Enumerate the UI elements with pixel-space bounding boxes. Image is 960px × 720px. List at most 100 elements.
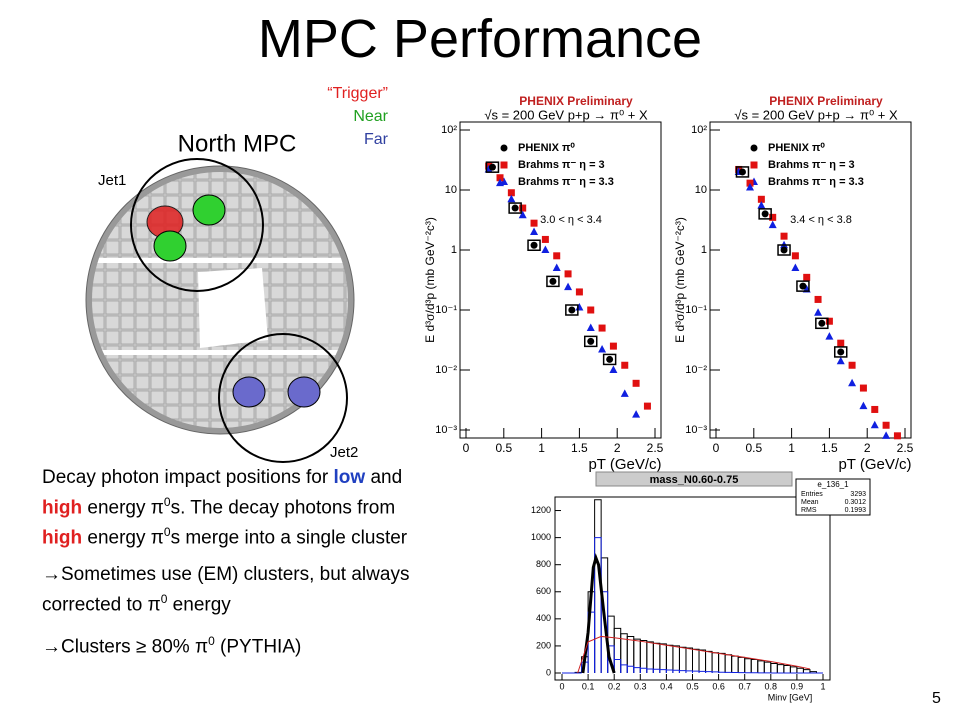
legend-entry: Brahms π⁻ η = 3 (768, 159, 855, 171)
y-tick-label: 1200 (531, 505, 551, 515)
y-tick-label: 200 (536, 640, 551, 650)
legend-entry: Brahms π⁻ η = 3.3 (518, 176, 614, 188)
x-tick-label: 0.7 (738, 681, 751, 691)
point-box (833, 346, 848, 358)
plot-subtitle: √s = 200 GeV p+p → π⁰ + X (734, 107, 898, 122)
point (568, 306, 576, 314)
point (791, 263, 800, 272)
x-tick-label: 0.6 (712, 681, 725, 691)
point (507, 194, 516, 203)
plot-title: mass_N0.60-0.75 (650, 474, 739, 486)
text-run: →Sometimes use (EM) clusters, but always… (42, 563, 410, 615)
point-box (583, 335, 598, 348)
histogram-bin (809, 671, 817, 673)
point (818, 319, 826, 327)
point (780, 246, 788, 254)
point (757, 195, 765, 203)
x-tick-label: 1 (820, 681, 825, 691)
legend-entry: PHENIX π⁰ (768, 142, 825, 154)
detector-label: North MPC (178, 130, 297, 157)
point (496, 174, 504, 182)
legend-label: Far (364, 131, 388, 148)
jet-label: Jet1 (98, 172, 126, 189)
point (825, 332, 834, 340)
x-tick-label: 0.2 (608, 681, 621, 691)
point (564, 282, 573, 291)
plot-header: PHENIX Preliminary (519, 94, 633, 108)
text-body: Decay photon impact positions for low an… (42, 466, 412, 671)
y-tick-label: 1000 (531, 532, 551, 542)
text-run: →Clusters ≥ 80% π (42, 636, 209, 658)
point (606, 355, 614, 363)
fit-curve (577, 635, 811, 674)
x-tick-label: 0.5 (495, 441, 512, 455)
point (632, 379, 640, 387)
point (780, 232, 788, 240)
point (738, 168, 746, 176)
stats-value: 0.3012 (845, 499, 867, 506)
y-tick-label: 10⁻² (435, 364, 457, 376)
legend-entry: PHENIX π⁰ (518, 142, 575, 154)
point (882, 431, 891, 439)
point (598, 344, 607, 353)
y-axis-label: E d³σ/d³p (mb GeV⁻²c³) (673, 217, 687, 343)
annotation: 3.0 < η < 3.4 (540, 214, 602, 226)
page-number: 5 (932, 690, 941, 707)
y-tick-label: 10⁻¹ (435, 304, 457, 316)
point (586, 323, 595, 332)
legend-entry: Brahms π⁻ η = 3 (518, 159, 605, 171)
annotation: 3.4 < η < 3.8 (790, 214, 852, 226)
x-tick-label: 2.5 (897, 441, 914, 455)
x-tick-label: 1.5 (571, 441, 588, 455)
point (575, 288, 583, 296)
y-tick-label: 800 (536, 559, 551, 569)
point (746, 183, 755, 191)
x-tick-label: 2.5 (647, 441, 664, 455)
point (870, 420, 879, 429)
point (757, 201, 766, 209)
point-box (485, 161, 500, 173)
fit-curve (581, 553, 616, 674)
y-axis-label: E d³σ/d³p (mb GeV⁻²c³) (423, 217, 437, 343)
stats-key: Mean (801, 499, 819, 506)
point (488, 163, 496, 171)
point (859, 401, 868, 410)
x-tick-label: 0.8 (765, 681, 778, 691)
stats-key: Entries (801, 491, 823, 498)
point (643, 402, 651, 410)
legend-entry: Brahms π⁻ η = 3.3 (768, 176, 864, 188)
point (620, 389, 629, 397)
point-box (546, 275, 560, 288)
color-legend: “Trigger” Near Far (250, 82, 388, 151)
point (500, 161, 508, 169)
point (848, 378, 857, 387)
x-tick-label: 0 (713, 441, 720, 455)
plot-subtitle: √s = 200 GeV p+p → π⁰ + X (484, 107, 648, 122)
text-run: 0 (163, 525, 171, 540)
point (750, 161, 758, 169)
point (552, 263, 561, 272)
point (609, 365, 618, 373)
point-box (777, 244, 791, 256)
point (587, 337, 595, 345)
point (530, 227, 539, 235)
point-box (815, 317, 829, 330)
point-box (758, 208, 772, 220)
point (871, 405, 879, 413)
y-tick-label: 10 (695, 184, 707, 196)
point (632, 410, 641, 418)
text-run: high (42, 497, 83, 519)
x-axis-label: pT (GeV/c) (588, 456, 661, 473)
point-box (565, 304, 579, 316)
stats-box (795, 478, 871, 516)
x-tick-label: 1 (538, 441, 545, 455)
y-tick-label: 10⁻² (685, 364, 707, 376)
y-tick-label: 10⁻³ (435, 424, 457, 436)
y-tick-label: 10⁻¹ (685, 304, 707, 316)
text-run: energy (167, 593, 231, 615)
x-axis-label: pT (GeV/c) (838, 456, 911, 473)
text-run: Decay photon impact positions for (42, 467, 334, 488)
text-run: low (333, 467, 366, 488)
x-tick-label: 0 (463, 441, 470, 455)
